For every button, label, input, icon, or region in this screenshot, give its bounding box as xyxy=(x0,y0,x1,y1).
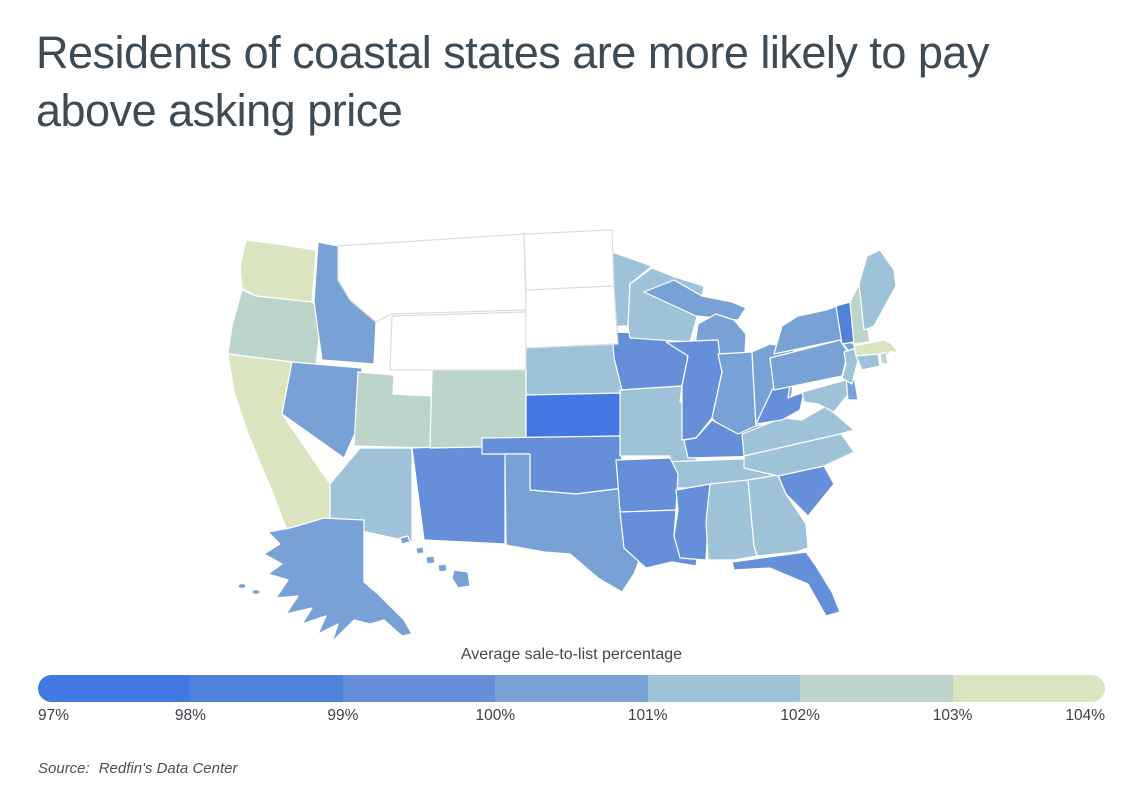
state-RI[interactable] xyxy=(879,351,889,365)
legend-band-97-98 xyxy=(38,675,191,702)
state-MS[interactable] xyxy=(673,483,711,561)
state-OR[interactable] xyxy=(227,289,323,366)
state-CT[interactable] xyxy=(855,353,881,371)
source-text: Redfin's Data Center xyxy=(98,760,238,777)
legend-band-102-103 xyxy=(800,675,953,702)
state-HI[interactable] xyxy=(415,546,425,555)
legend-band-99-100 xyxy=(342,675,496,702)
state-SD[interactable] xyxy=(525,285,619,349)
state-UT[interactable] xyxy=(353,371,433,449)
legend-ticks: 97% 98% 99% 100% 101% 102% 103% 104% xyxy=(38,707,1105,729)
us-map-svg xyxy=(227,229,899,643)
state-HI[interactable] xyxy=(425,555,436,565)
legend-tick-97%: 97% xyxy=(38,707,70,724)
state-HI[interactable] xyxy=(437,563,448,573)
state-NE[interactable] xyxy=(525,343,625,396)
state-ME[interactable] xyxy=(858,249,897,331)
legend-title: Average sale-to-list percentage xyxy=(460,646,683,663)
legend-tick-99%: 99% xyxy=(327,707,359,724)
state-MT[interactable] xyxy=(337,233,527,323)
state-NV[interactable] xyxy=(281,361,363,459)
state-AK-island[interactable] xyxy=(251,588,261,596)
state-CO[interactable] xyxy=(429,369,527,449)
chart-title: Residents of coastal states are more lik… xyxy=(36,27,989,137)
state-KS[interactable] xyxy=(525,392,627,441)
legend-band-101-102 xyxy=(647,675,801,702)
us-choropleth-map xyxy=(226,222,916,652)
legend-tick-101%: 101% xyxy=(627,707,668,724)
state-MD[interactable] xyxy=(801,379,851,413)
legend-tick-104%: 104% xyxy=(1065,707,1105,724)
state-WA[interactable] xyxy=(239,239,317,303)
state-HI[interactable] xyxy=(451,569,471,589)
state-HI[interactable] xyxy=(399,535,411,545)
legend-band-98-99 xyxy=(190,675,343,702)
legend-tick-102%: 102% xyxy=(780,707,820,724)
state-MI-upper[interactable] xyxy=(643,279,747,321)
source-line: Source: Redfin's Data Center xyxy=(38,760,237,777)
state-FL[interactable] xyxy=(731,551,841,617)
legend-tick-98%: 98% xyxy=(174,707,206,724)
state-ND[interactable] xyxy=(523,229,615,291)
source-label: Source: xyxy=(38,760,90,777)
legend-tick-100%: 100% xyxy=(475,707,516,724)
state-NM[interactable] xyxy=(411,443,506,545)
legend-band-100-101 xyxy=(495,675,648,702)
state-AR[interactable] xyxy=(615,457,679,513)
state-AK-island[interactable] xyxy=(237,582,247,590)
state-AK[interactable] xyxy=(263,517,413,643)
legend-tick-103%: 103% xyxy=(932,707,973,724)
legend-bar xyxy=(38,675,1105,702)
legend-band-103-104 xyxy=(952,675,1105,702)
state-WY[interactable] xyxy=(389,311,527,371)
